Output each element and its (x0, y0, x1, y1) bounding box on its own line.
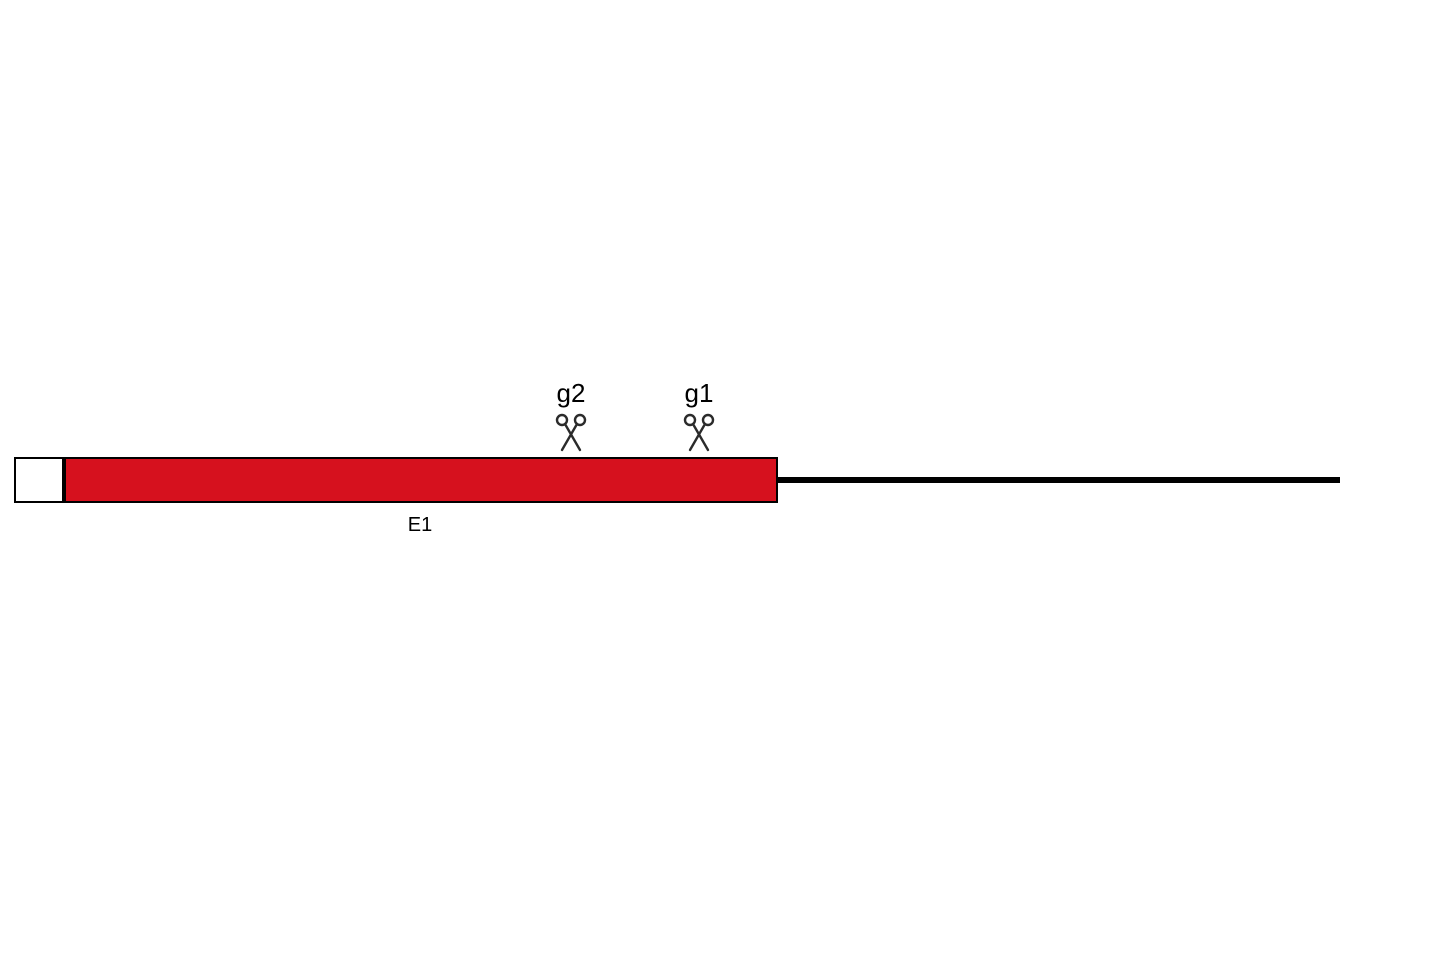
scissors-icon (682, 412, 716, 457)
segment-utr5 (14, 457, 64, 503)
exon-label-e1: E1 (370, 514, 470, 537)
cut-label-g1: g1 (659, 378, 739, 409)
scissors-icon (554, 412, 588, 457)
cut-label-g2: g2 (531, 378, 611, 409)
segment-e1 (64, 457, 778, 503)
